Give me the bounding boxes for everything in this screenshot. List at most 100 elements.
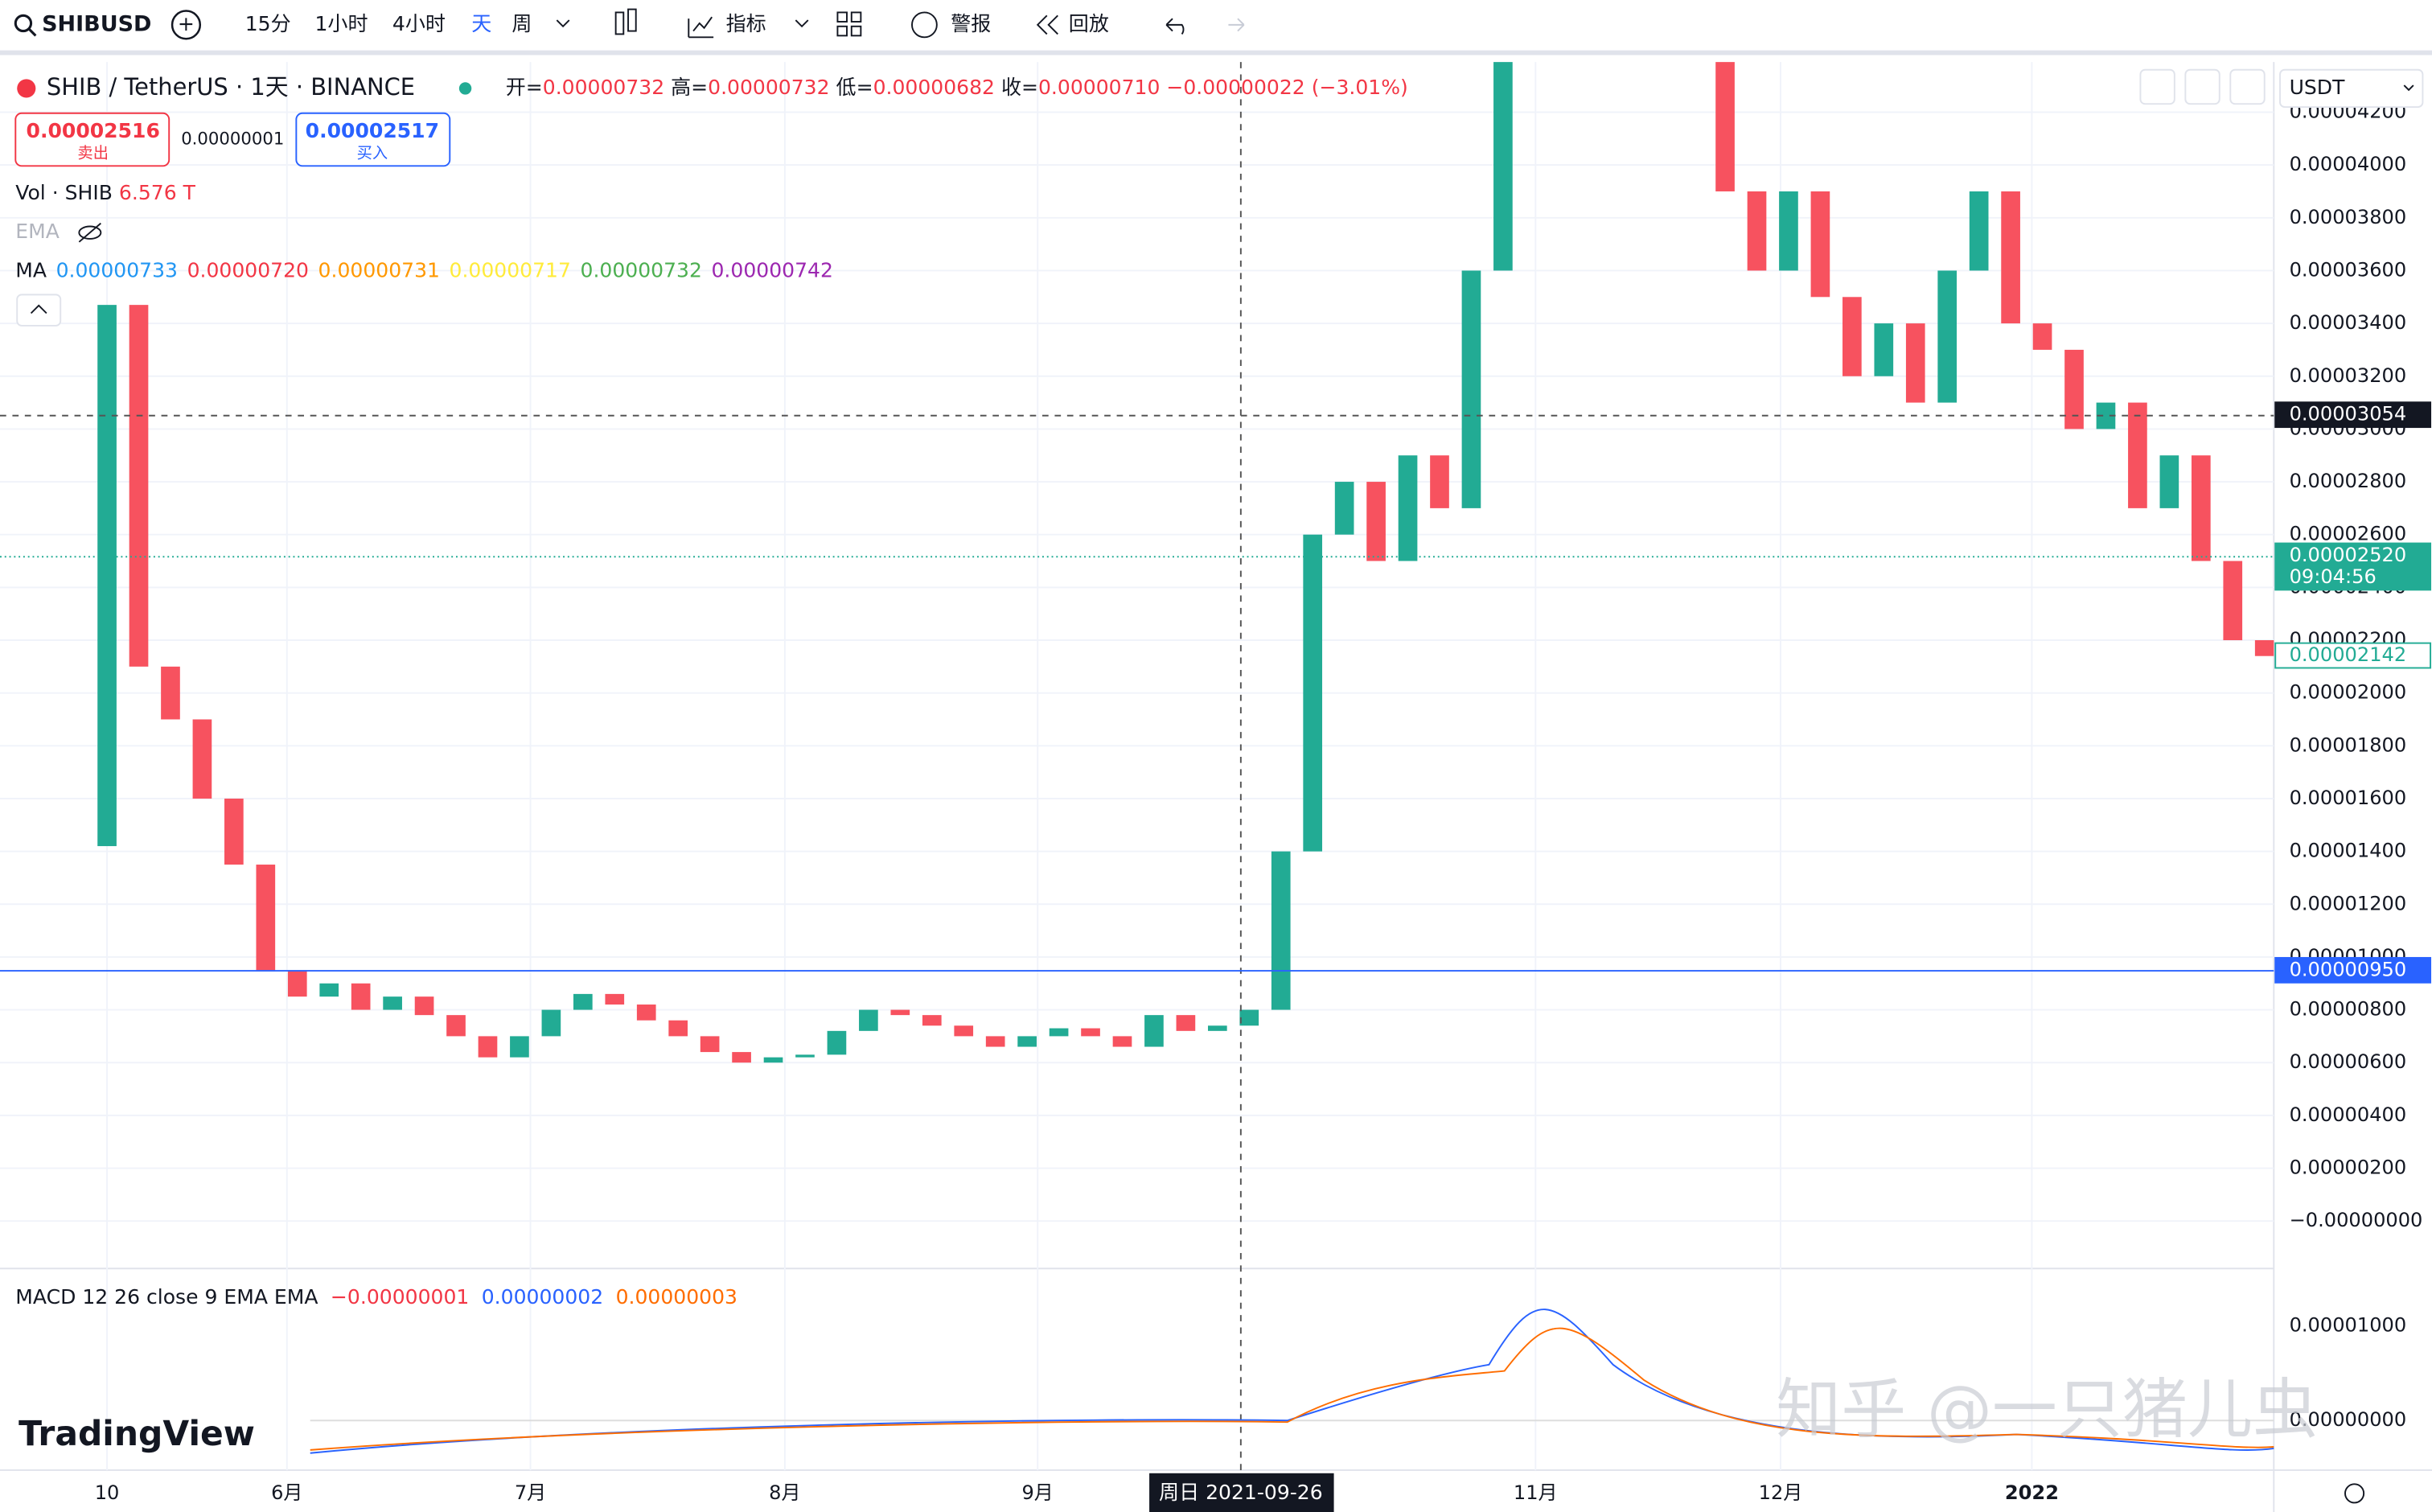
macd-value: −0.00000001 bbox=[331, 1285, 469, 1309]
indicators-button[interactable]: 指标 bbox=[726, 12, 766, 35]
macd-value: 0.00000002 bbox=[482, 1285, 603, 1309]
candle bbox=[161, 666, 180, 720]
candle bbox=[1937, 270, 1958, 403]
ohlc-part: 收= bbox=[995, 76, 1038, 99]
candle bbox=[2096, 402, 2116, 429]
collapse-legend[interactable] bbox=[16, 294, 62, 327]
y-tick-label: 0.00001400 bbox=[2290, 840, 2407, 862]
candle bbox=[1747, 191, 1767, 271]
scroll-button[interactable] bbox=[2139, 68, 2175, 105]
y-tick-label: 0.00000600 bbox=[2290, 1050, 2407, 1073]
candle bbox=[1810, 191, 1830, 298]
price-label-box bbox=[2274, 401, 2432, 429]
toolbar bbox=[0, 0, 2432, 53]
candle bbox=[827, 1030, 847, 1055]
candle bbox=[985, 1036, 1005, 1047]
reset-button[interactable] bbox=[2229, 68, 2266, 105]
ma-value: 0.00000731 bbox=[318, 258, 440, 281]
ma-value: 0.00000733 bbox=[56, 258, 178, 281]
y-tick-label: 0.00002600 bbox=[2290, 523, 2407, 545]
candle bbox=[256, 865, 276, 971]
y-tick-label: 0.00002800 bbox=[2290, 470, 2407, 492]
candle bbox=[1969, 191, 1989, 271]
dropdown[interactable] bbox=[556, 19, 570, 28]
y-tick-label: 0.00001800 bbox=[2290, 733, 2407, 756]
spread: 0.00000001 bbox=[181, 129, 284, 150]
candle bbox=[1239, 1009, 1259, 1026]
ohlc-part: 0.00000732 bbox=[708, 76, 829, 99]
symbol-search[interactable]: SHIBUSD bbox=[42, 11, 151, 36]
price-label-box bbox=[2274, 642, 2432, 669]
candle bbox=[2159, 455, 2179, 508]
ohlc-legend: 开=0.00000732 高=0.00000732 低=0.00000682 收… bbox=[506, 76, 1408, 99]
currency: USDT bbox=[2290, 76, 2346, 99]
settings[interactable] bbox=[2344, 1483, 2365, 1504]
candle bbox=[1461, 270, 1481, 508]
y-tick-label: 0.00001600 bbox=[2290, 787, 2407, 809]
alert-button[interactable]: 警报 bbox=[951, 12, 991, 35]
candle bbox=[1144, 1015, 1164, 1047]
candle bbox=[1081, 1028, 1100, 1037]
candle bbox=[2001, 191, 2020, 324]
candle bbox=[1303, 534, 1323, 852]
buy-button[interactable] bbox=[295, 112, 451, 167]
candle bbox=[1874, 323, 1894, 376]
candle bbox=[668, 1020, 688, 1037]
price-label-box bbox=[2274, 956, 2432, 984]
y-tick-label: 0.00000200 bbox=[2290, 1157, 2407, 1179]
buy-price: 0.00002517 bbox=[306, 119, 439, 142]
x-tick-label: 2022 bbox=[2005, 1481, 2059, 1504]
candle bbox=[573, 993, 593, 1010]
x-tick-label: 11月 bbox=[1514, 1481, 1558, 1504]
candle bbox=[636, 1005, 656, 1021]
candle bbox=[890, 1009, 910, 1016]
watermark: 知乎 @一只猪儿虫 bbox=[1776, 1372, 2318, 1448]
candle bbox=[954, 1025, 974, 1037]
candle bbox=[795, 1054, 815, 1058]
brand: TradingView bbox=[18, 1415, 255, 1454]
candle bbox=[763, 1057, 783, 1063]
candle bbox=[1430, 455, 1449, 508]
candle bbox=[605, 993, 625, 1005]
ma-label: MA bbox=[15, 258, 47, 281]
candle bbox=[192, 719, 212, 799]
candle bbox=[383, 996, 402, 1010]
volume-value: 6.576 T bbox=[119, 181, 196, 204]
y-tick-label: 0.00002000 bbox=[2290, 681, 2407, 704]
candle bbox=[859, 1009, 878, 1031]
candle bbox=[478, 1036, 498, 1058]
y-tick-label: 0.00000400 bbox=[2290, 1103, 2407, 1126]
candle bbox=[319, 983, 339, 997]
ma-value: 0.00000732 bbox=[581, 258, 702, 281]
x-tick-label: 6月 bbox=[271, 1481, 302, 1504]
y-tick-label: 0.00003800 bbox=[2290, 206, 2407, 228]
candle bbox=[2128, 402, 2147, 508]
redo[interactable] bbox=[1228, 18, 1245, 32]
candle bbox=[351, 983, 371, 1010]
interval[interactable]: 15分 bbox=[245, 12, 291, 35]
interval[interactable]: 4小时 bbox=[392, 12, 446, 35]
replay-button[interactable]: 回放 bbox=[1069, 12, 1109, 35]
interval[interactable]: 1小时 bbox=[315, 12, 368, 35]
macd-value: 0.00000003 bbox=[616, 1285, 737, 1309]
undo[interactable] bbox=[1165, 18, 1185, 35]
auto-button[interactable] bbox=[2184, 68, 2220, 105]
candle bbox=[700, 1036, 720, 1053]
interval[interactable]: 周 bbox=[511, 12, 532, 35]
candle bbox=[2254, 640, 2274, 656]
ohlc-part: 0.00000682 bbox=[873, 76, 995, 99]
price-label: 0.00000950 bbox=[2290, 958, 2407, 980]
ma-legend: MA 0.00000733 0.00000720 0.00000731 0.000007… bbox=[15, 258, 833, 281]
countdown: 09:04:56 bbox=[2290, 565, 2377, 588]
ohlc-part: 0.00000732 bbox=[543, 76, 664, 99]
add-symbol[interactable]: + bbox=[178, 12, 195, 35]
interval-active[interactable]: 天 bbox=[471, 12, 491, 35]
ohlc-part: 开= bbox=[506, 76, 543, 99]
volume-label: Vol · SHIB 6.576 T bbox=[15, 181, 195, 204]
candle bbox=[541, 1009, 561, 1037]
ema-label: EMA bbox=[15, 220, 60, 243]
candle bbox=[1017, 1036, 1037, 1047]
candle bbox=[1715, 62, 1735, 191]
currency-select[interactable] bbox=[2279, 68, 2424, 109]
sell-button[interactable] bbox=[14, 112, 170, 167]
